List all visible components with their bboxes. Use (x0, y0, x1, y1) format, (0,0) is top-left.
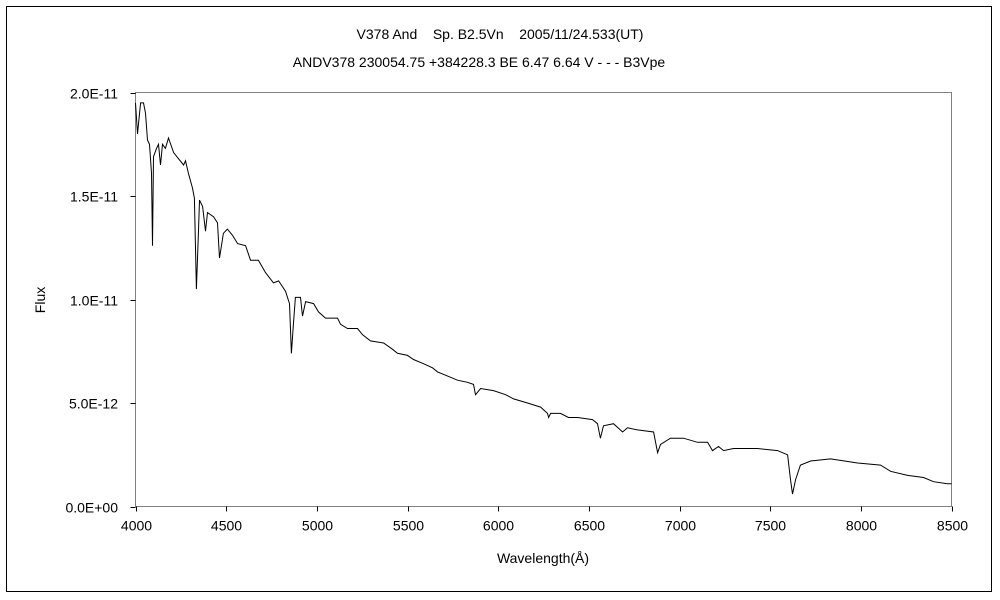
x-tick-label: 5000 (302, 518, 333, 534)
spectrum-line (135, 102, 952, 495)
x-tick-label: 8000 (846, 518, 877, 534)
y-tick-label: 0.0E+00 (65, 500, 118, 516)
x-tick-label: 8500 (937, 518, 968, 534)
x-tick-label: 6000 (483, 518, 514, 534)
x-tick-label: 5500 (393, 518, 424, 534)
x-tick-label: 7000 (665, 518, 696, 534)
x-axis-label: Wavelength(Å) (497, 550, 589, 566)
plot-area (135, 92, 952, 507)
x-tick-label: 7500 (755, 518, 786, 534)
y-tick-label: 5.0E-12 (69, 396, 118, 412)
y-axis-label: Flux (32, 287, 48, 313)
chart-title: V378 And Sp. B2.5Vn 2005/11/24.533(UT) (356, 26, 644, 42)
chart-subtitle: ANDV378 230054.75 +384228.3 BE 6.47 6.64… (292, 54, 666, 70)
chart-frame (6, 6, 992, 592)
y-tick-label: 1.5E-11 (70, 189, 118, 205)
x-tick-label: 6500 (574, 518, 605, 534)
x-tick-label: 4500 (211, 518, 242, 534)
y-tick-label: 1.0E-11 (70, 293, 118, 309)
x-tick-label: 4000 (121, 518, 152, 534)
y-tick-label: 2.0E-11 (70, 86, 118, 102)
